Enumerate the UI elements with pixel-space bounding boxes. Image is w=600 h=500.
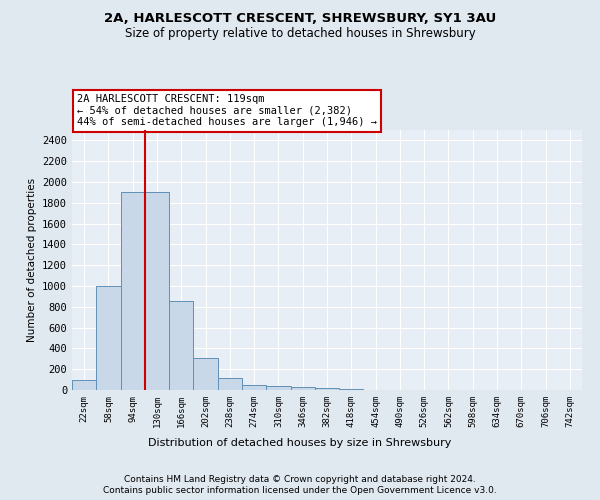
- Text: 2A, HARLESCOTT CRESCENT, SHREWSBURY, SY1 3AU: 2A, HARLESCOTT CRESCENT, SHREWSBURY, SY1…: [104, 12, 496, 26]
- Bar: [145, 192, 169, 390]
- Text: Contains HM Land Registry data © Crown copyright and database right 2024.: Contains HM Land Registry data © Crown c…: [124, 475, 476, 484]
- Text: Contains public sector information licensed under the Open Government Licence v3: Contains public sector information licen…: [103, 486, 497, 495]
- Text: Size of property relative to detached houses in Shrewsbury: Size of property relative to detached ho…: [125, 28, 475, 40]
- Y-axis label: Number of detached properties: Number of detached properties: [26, 178, 37, 342]
- Bar: [193, 358, 218, 390]
- Bar: [218, 378, 242, 390]
- Bar: [96, 286, 121, 390]
- Bar: [242, 385, 266, 390]
- Bar: [266, 386, 290, 390]
- Bar: [339, 389, 364, 390]
- Bar: [72, 380, 96, 390]
- Text: 2A HARLESCOTT CRESCENT: 119sqm
← 54% of detached houses are smaller (2,382)
44% : 2A HARLESCOTT CRESCENT: 119sqm ← 54% of …: [77, 94, 377, 128]
- Bar: [290, 387, 315, 390]
- Bar: [169, 300, 193, 390]
- Text: Distribution of detached houses by size in Shrewsbury: Distribution of detached houses by size …: [148, 438, 452, 448]
- Bar: [315, 388, 339, 390]
- Bar: [121, 192, 145, 390]
